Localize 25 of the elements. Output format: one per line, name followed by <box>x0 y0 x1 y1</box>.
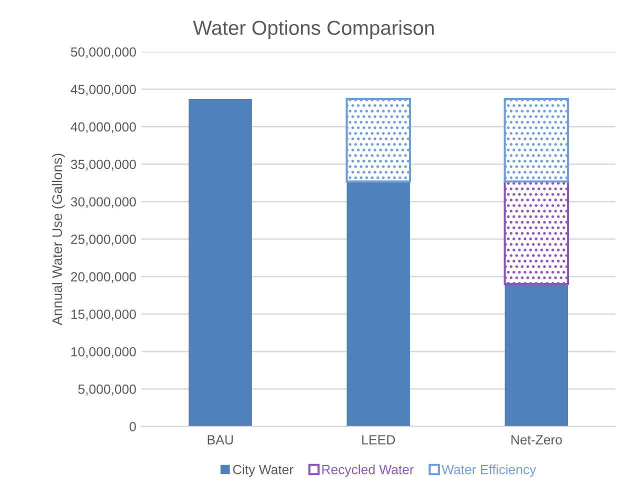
y-tick-label: 5,000,000 <box>78 384 136 396</box>
text: Water Efficiency <box>442 464 536 477</box>
y-tick-label: 10,000,000 <box>71 347 136 358</box>
y-tick-label: 45,000,000 <box>70 84 136 96</box>
y-tick-label: 35,000,000 <box>70 160 136 171</box>
y-tick-label: 25,000,000 <box>71 234 136 246</box>
bar <box>346 98 412 182</box>
bar <box>504 180 570 286</box>
bar <box>504 284 568 426</box>
bar <box>188 98 252 426</box>
y-tick-label: 40,000,000 <box>70 122 136 134</box>
y-tick-label: 50,000,000 <box>70 47 136 58</box>
y-axis-title: Annual Water Use (Gallons) <box>52 154 65 326</box>
y-tick-label: 30,000,000 <box>70 197 136 208</box>
x-tick-label: LEED <box>362 435 395 444</box>
y-tick-label: 15,000,000 <box>71 310 136 321</box>
legend-label: City Water <box>233 464 294 477</box>
y-tick-label: 0 <box>130 422 136 432</box>
x-tick-label: Net-Zero <box>511 435 562 444</box>
bar <box>504 98 570 182</box>
y-tick-label: 20,000,000 <box>71 272 136 284</box>
bar <box>346 181 410 426</box>
text: Recycled Water <box>322 464 414 477</box>
chart-title: Water Options Comparison <box>193 20 434 39</box>
x-tick-label: BAU <box>208 435 233 444</box>
